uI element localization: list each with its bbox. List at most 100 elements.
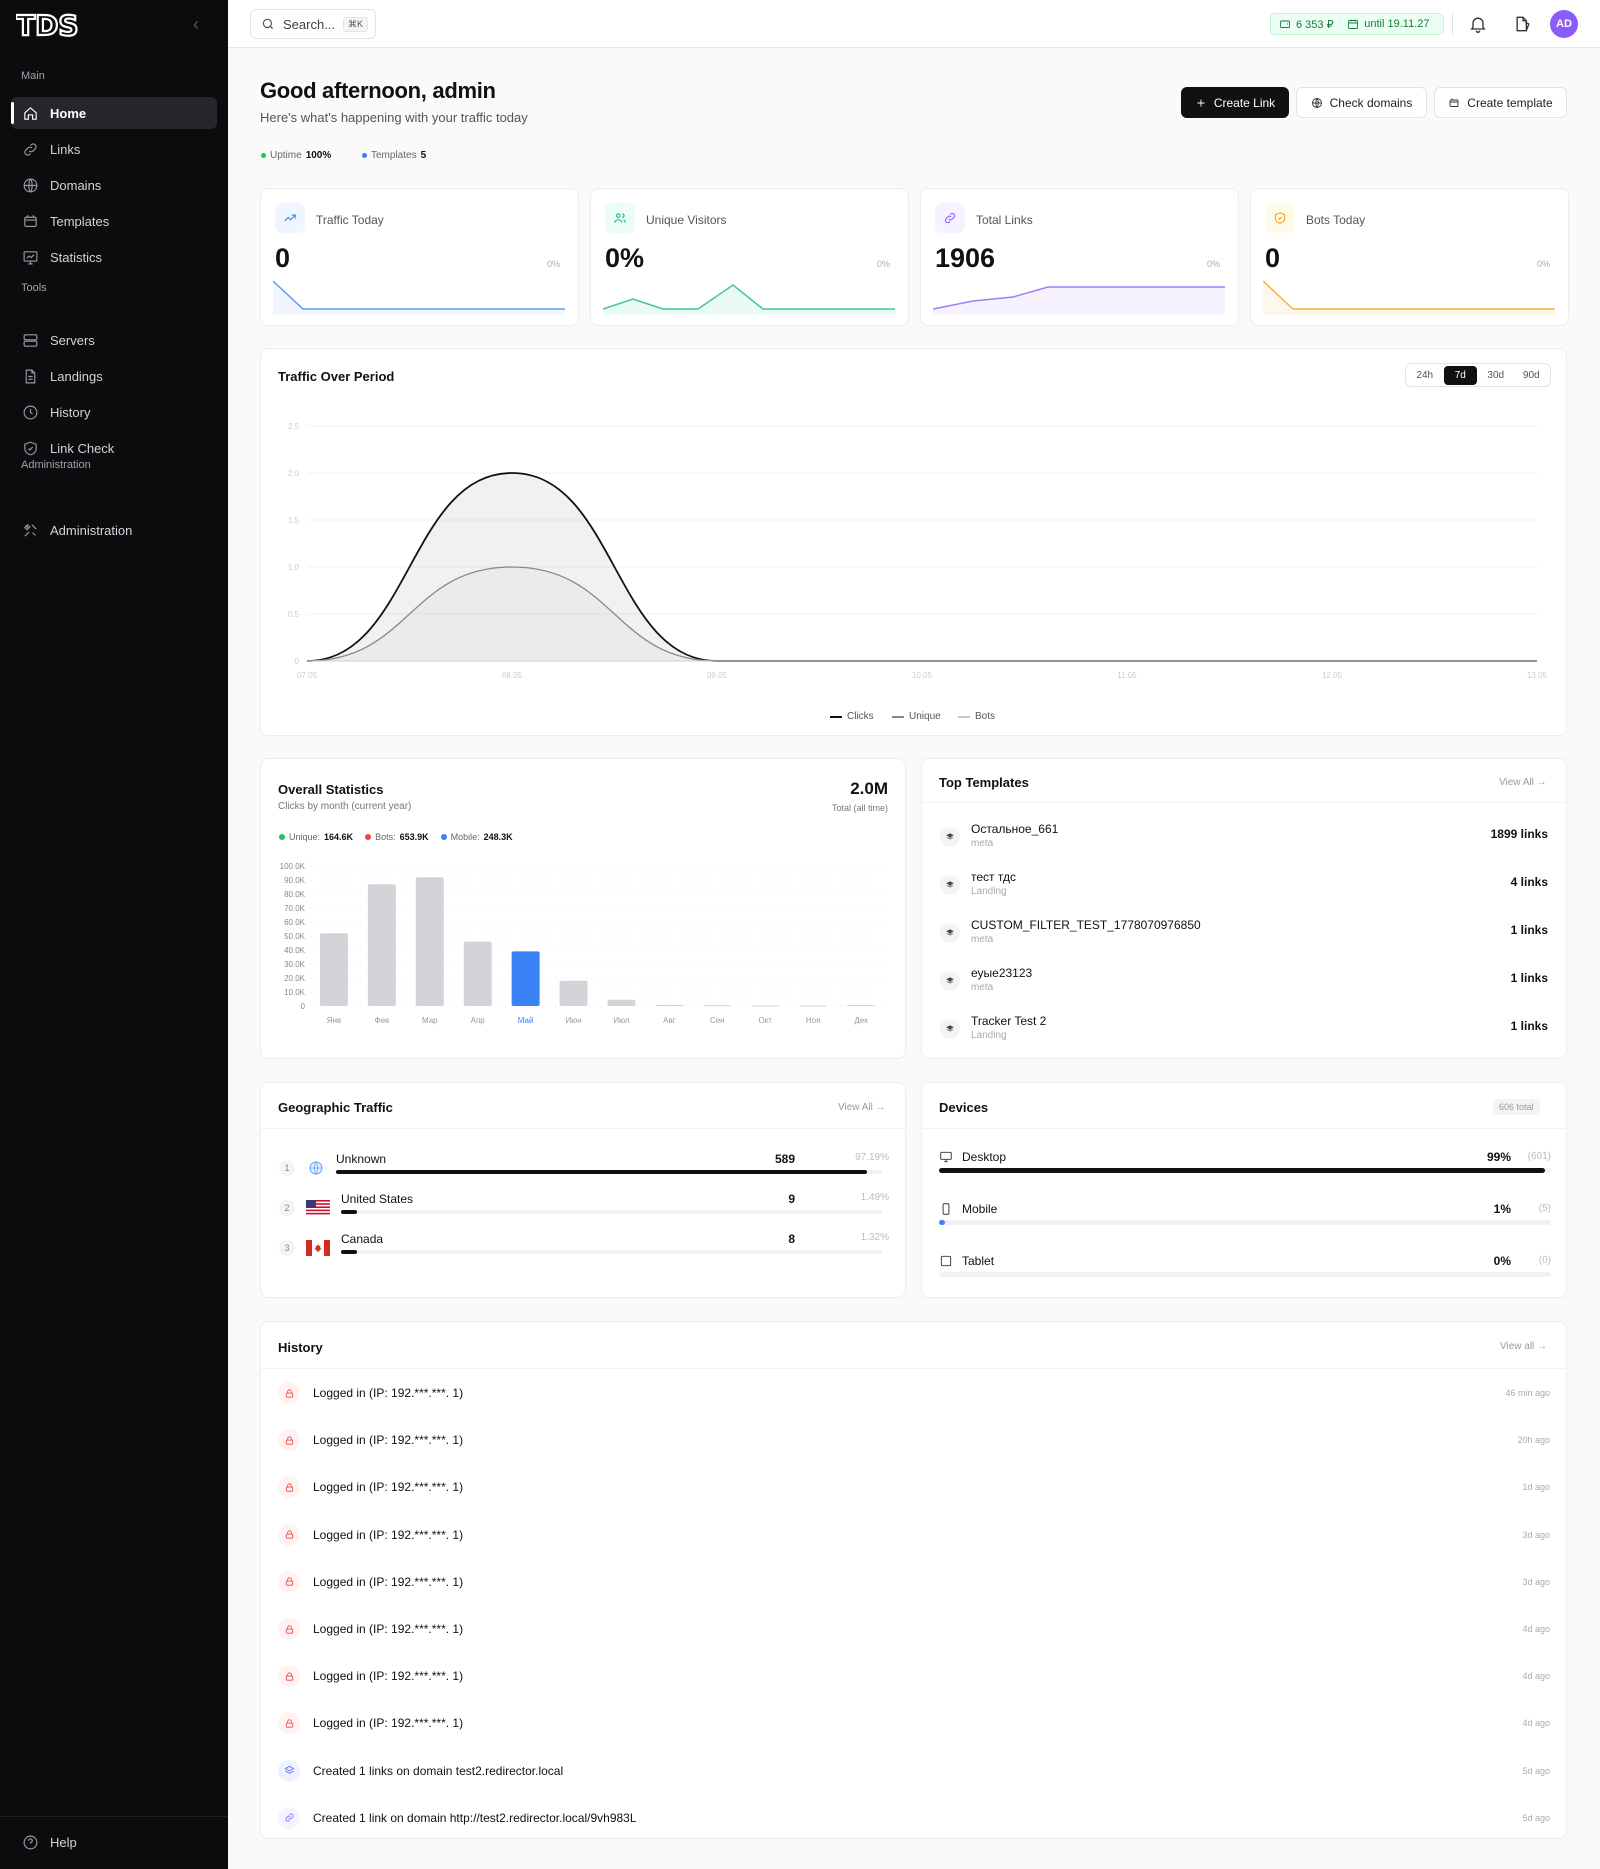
sidebar-item-link-check[interactable]: Link Check: [11, 432, 217, 464]
x-tick-label: Июл: [613, 1016, 630, 1025]
x-tick-label: Апр: [471, 1016, 486, 1025]
template-row[interactable]: Tracker Test 2 Landing 1 links: [938, 1009, 1550, 1049]
lock-icon: [278, 1665, 300, 1688]
history-item[interactable]: Logged in (IP: 192.***.***. 1) 20h ago: [278, 1426, 1550, 1458]
sidebar-item-templates[interactable]: Templates: [11, 205, 217, 237]
x-tick-label: Сен: [710, 1016, 725, 1025]
docs-icon[interactable]: [1513, 14, 1533, 34]
sidebar-item-label: Domains: [50, 177, 102, 193]
check-domains-button[interactable]: Check domains: [1296, 87, 1427, 118]
geo-row[interactable]: 3 Canada 8 1.32%: [279, 1232, 889, 1268]
x-tick-label: Янв: [327, 1016, 341, 1025]
geo-country: Unknown: [336, 1152, 387, 1166]
geo-bar-fill: [336, 1170, 867, 1174]
device-count: (0): [1538, 1255, 1551, 1266]
balance-value: 6 353 ₽: [1296, 18, 1334, 31]
history-time: 5d ago: [1522, 1812, 1550, 1823]
template-type: meta: [971, 934, 994, 945]
chart-icon: [23, 250, 38, 264]
section-administration: Administration: [21, 459, 91, 471]
geo-row[interactable]: 1 Unknown 589 97.19%: [279, 1152, 889, 1188]
geo-title: Geographic Traffic: [278, 1100, 393, 1115]
x-tick-label: Мар: [422, 1016, 438, 1025]
layers-icon: [940, 1019, 960, 1039]
geo-view-all[interactable]: View All →: [838, 1102, 886, 1113]
y-tick-label: 40.0K: [284, 946, 306, 955]
template-row[interactable]: CUSTOM_FILTER_TEST_1778070976850 meta 1 li…: [938, 913, 1550, 953]
sidebar-item-servers[interactable]: Servers: [11, 324, 217, 356]
y-tick-label: 70.0K: [284, 904, 306, 913]
create-link-button[interactable]: Create Link: [1181, 87, 1289, 118]
sidebar-item-label: Servers: [50, 332, 95, 348]
template-row[interactable]: еуые23123 meta 1 links: [938, 961, 1550, 1001]
history-item[interactable]: Logged in (IP: 192.***.***. 1) 3d ago: [278, 1568, 1550, 1600]
history-item[interactable]: Logged in (IP: 192.***.***. 1) 4d ago: [278, 1662, 1550, 1694]
history-item[interactable]: Logged in (IP: 192.***.***. 1) 46 min ago: [278, 1379, 1550, 1411]
history-item[interactable]: Logged in (IP: 192.***.***. 1) 4d ago: [278, 1615, 1550, 1647]
balance-badge[interactable]: 6 353 ₽ · until 19.11.27: [1270, 13, 1444, 35]
stat-card-total-links[interactable]: Total Links 1906 0%: [920, 188, 1239, 326]
stat-label: Bots Today: [1306, 213, 1366, 227]
template-row[interactable]: Остальное_661 meta 1899 links: [938, 817, 1550, 857]
sidebar-item-links[interactable]: Links: [11, 133, 217, 165]
device-row[interactable]: Tablet 0% (0): [939, 1254, 1551, 1294]
devices-title: Devices: [939, 1100, 989, 1115]
history-text: Logged in (IP: 192.***.***. 1): [313, 1433, 464, 1448]
history-view-all[interactable]: View all →: [1500, 1341, 1548, 1352]
search-icon: [262, 18, 274, 30]
top-templates-view-all[interactable]: View All →: [1499, 777, 1547, 788]
tds-logo[interactable]: TDS: [16, 10, 88, 40]
help-label: Help: [50, 1834, 77, 1850]
desktop-icon: [940, 1151, 952, 1163]
sidebar-item-domains[interactable]: Domains: [11, 169, 217, 201]
sidebar-item-history[interactable]: History: [11, 396, 217, 428]
legend-clicks[interactable]: Clicks: [830, 711, 874, 722]
history-item[interactable]: Created 1 links on domain test2.redirect…: [278, 1757, 1550, 1789]
sidebar-item-statistics[interactable]: Statistics: [11, 241, 217, 273]
tools-icon: [24, 523, 37, 537]
history-item[interactable]: Created 1 link on domain http://test2.re…: [278, 1804, 1550, 1836]
range-24h[interactable]: 24h: [1416, 369, 1434, 381]
history-time: 4d ago: [1522, 1718, 1550, 1729]
stat-card-traffic-today[interactable]: Traffic Today 0 0%: [260, 188, 579, 326]
create-template-button[interactable]: Create template: [1434, 87, 1567, 118]
stat-change: 0%: [1206, 259, 1220, 269]
layers-icon: [940, 827, 960, 847]
history-item[interactable]: Logged in (IP: 192.***.***. 1) 4d ago: [278, 1709, 1550, 1741]
range-30d[interactable]: 30d: [1487, 369, 1505, 381]
device-row[interactable]: Desktop 99% (601): [939, 1150, 1551, 1190]
legend-bots[interactable]: Bots: [958, 711, 995, 722]
geo-row[interactable]: 2 United States 9 1.49%: [279, 1192, 889, 1228]
stat-card-unique-visitors[interactable]: Unique Visitors 0% 0%: [590, 188, 909, 326]
svg-text:TDS: TDS: [16, 10, 79, 40]
device-name: Tablet: [962, 1254, 995, 1268]
stat-card-bots-today[interactable]: Bots Today 0 0%: [1250, 188, 1569, 326]
history-item[interactable]: Logged in (IP: 192.***.***. 1) 3d ago: [278, 1521, 1550, 1553]
range-7d[interactable]: 7d: [1443, 365, 1477, 385]
help-link[interactable]: Help: [11, 1826, 217, 1858]
sidebar: TDS ‹ Main Home Links Domains Templates Stat…: [0, 0, 228, 1869]
template-link-count: 1 links: [1510, 1019, 1548, 1033]
template-row[interactable]: тест тдс Landing 4 links: [938, 865, 1550, 905]
device-row[interactable]: Mobile 1% (5): [939, 1202, 1551, 1242]
lock-icon: [278, 1618, 300, 1640]
device-name: Desktop: [962, 1150, 1007, 1164]
bell-icon[interactable]: [1468, 14, 1488, 34]
trending-up-icon: [284, 214, 296, 222]
sidebar-item-administration[interactable]: Administration: [11, 514, 217, 546]
history-item[interactable]: Logged in (IP: 192.***.***. 1) 1d ago: [278, 1473, 1550, 1505]
range-90d[interactable]: 90d: [1522, 369, 1540, 381]
templates-count: 5: [420, 150, 427, 161]
collapse-sidebar-icon[interactable]: ‹: [193, 14, 199, 34]
search-input[interactable]: Search... ⌘K: [250, 9, 376, 39]
avatar[interactable]: AD: [1550, 10, 1578, 38]
sidebar-item-landings[interactable]: Landings: [11, 360, 217, 392]
y-tick-label: 90.0K: [284, 876, 306, 885]
sidebar-item-home[interactable]: Home: [11, 97, 217, 129]
device-bar-track: [939, 1272, 1551, 1277]
template-type: Landing: [971, 1030, 1007, 1041]
legend-label: Bots: [975, 711, 996, 722]
legend-unique[interactable]: Unique: [892, 711, 941, 722]
template-name: Остальное_661: [971, 822, 1059, 836]
sparkline: [1263, 280, 1555, 315]
